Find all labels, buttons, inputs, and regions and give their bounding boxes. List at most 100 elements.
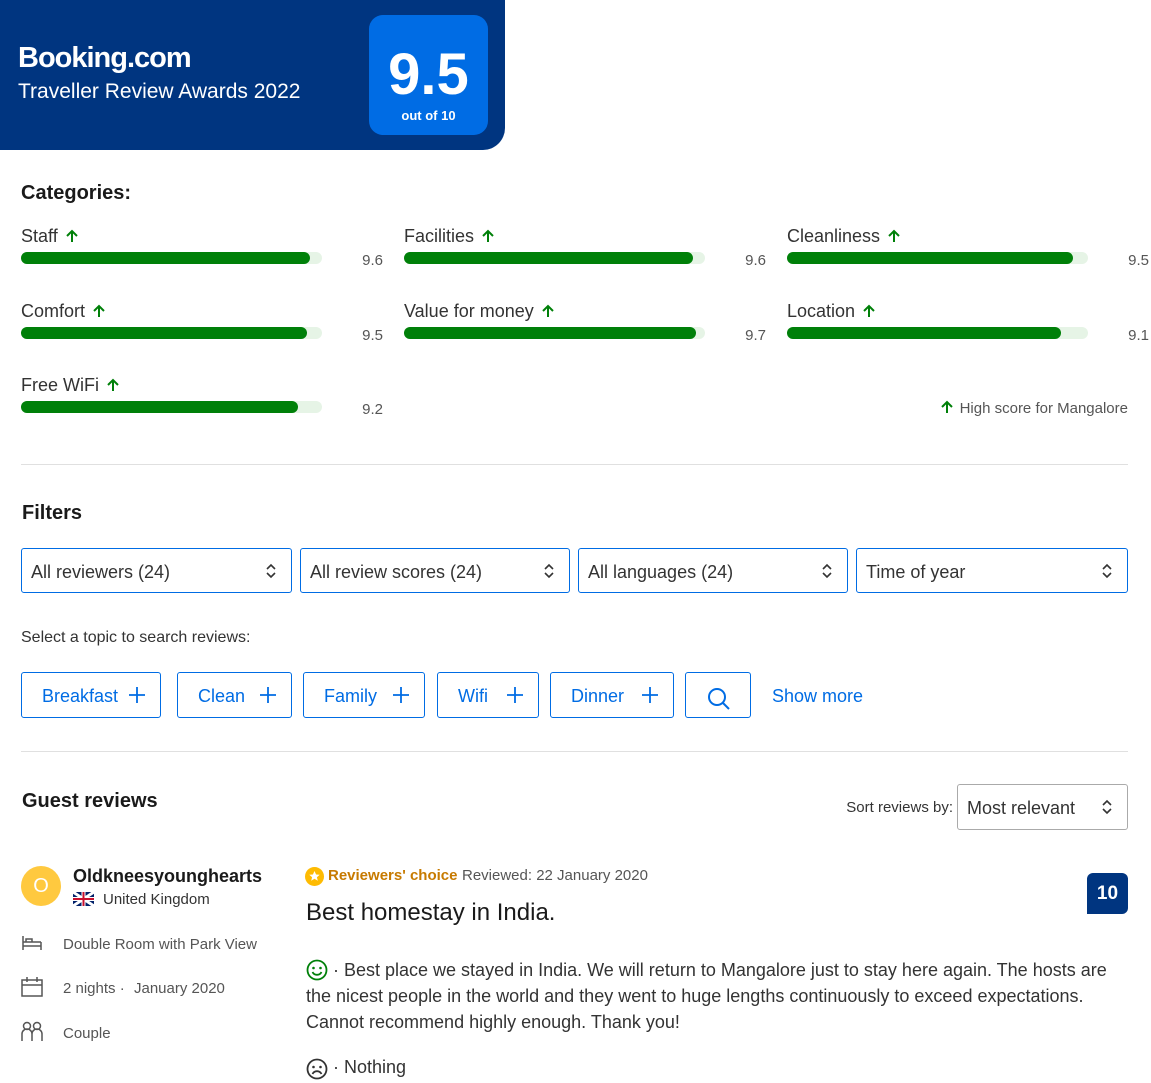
topic-button[interactable]: Family [303, 672, 425, 718]
track [21, 401, 322, 413]
category-name: Location [787, 300, 856, 321]
plus-icon [507, 687, 523, 703]
category-label: Staff [21, 226, 79, 247]
chevron-icon [1102, 563, 1112, 579]
stay-date: January 2020 [134, 980, 225, 997]
category-score: 9.5 [362, 326, 383, 344]
show-more[interactable]: Show more [772, 686, 864, 706]
category-name: Comfort [21, 300, 86, 321]
plus-icon [129, 687, 145, 703]
stay: 2 nights · [63, 980, 125, 997]
arrow-icon [542, 304, 554, 317]
note: High score for Mangalore [940, 400, 1128, 417]
category-label: Free WiFi [21, 375, 120, 396]
category-label: Value for money [404, 301, 555, 322]
reviews-title: Guest reviews [22, 790, 158, 812]
people-icon [21, 1021, 43, 1041]
categories-title: Categories: [21, 182, 132, 204]
filter-select[interactable]: All reviewers (24) [21, 548, 292, 593]
plus-icon [260, 687, 276, 703]
filter-text: All review scores (24) [310, 562, 483, 582]
filter-text: All languages (24) [588, 562, 734, 582]
score-box: 9.5 out of 10 [369, 15, 488, 135]
category-score: 9.6 [362, 252, 383, 269]
search-icon [708, 688, 730, 710]
reviewer-name: Oldkneesyounghearts [73, 866, 263, 886]
arrow-icon [940, 400, 953, 413]
chevron-icon [1102, 799, 1112, 815]
topic-button[interactable]: Clean [177, 672, 292, 718]
category-name: Value for money [404, 300, 534, 321]
filters-title: Filters [22, 502, 83, 524]
score-bar [21, 252, 310, 264]
category-label: Facilities [404, 226, 495, 247]
sort-value: Most relevant [967, 798, 1076, 818]
divider [21, 751, 1128, 752]
brand: Booking.com [18, 42, 192, 74]
topic-text: Dinner [571, 686, 625, 706]
filter-select[interactable]: All review scores (24) [300, 548, 570, 593]
chevron-icon [266, 563, 276, 579]
track [21, 326, 322, 339]
arrow-icon [107, 378, 119, 391]
frown-icon [306, 1058, 328, 1080]
topic-text: Family [324, 686, 377, 706]
track [787, 326, 1088, 339]
topic-button[interactable]: Breakfast [21, 672, 161, 718]
chevron-icon [544, 563, 554, 579]
score-bar [404, 326, 696, 339]
category-score: 9.2 [362, 401, 383, 418]
category-name: Free WiFi [21, 375, 99, 395]
category-label: Cleanliness [787, 226, 901, 247]
country: United Kingdom [103, 891, 210, 908]
category-score: 9.5 [1128, 252, 1149, 269]
topic-prompt: Select a topic to search reviews: [21, 629, 251, 646]
category-name: Facilities [404, 226, 475, 246]
score-bar [787, 252, 1073, 264]
track [21, 252, 322, 264]
track [404, 326, 705, 339]
arrow-icon [863, 304, 875, 317]
filter-select[interactable]: All languages (24) [578, 548, 848, 593]
scale: out of 10 [401, 108, 456, 123]
bed-icon [22, 936, 42, 950]
category-name: Staff [21, 226, 58, 246]
category-name: Cleanliness [787, 226, 881, 246]
calendar-icon [21, 977, 43, 997]
sort-label: Sort reviews by: [846, 799, 953, 816]
positive-text: · Best place we stayed in India. We will… [306, 960, 1107, 1032]
score-bar [21, 401, 298, 413]
chevron-icon [822, 563, 832, 579]
traveller: Couple [63, 1025, 111, 1042]
topic-button[interactable]: Wifi [437, 672, 539, 718]
reviewers-choice: Reviewers' choice [328, 867, 458, 884]
topic-text: Clean [198, 686, 246, 706]
arrow-icon [888, 229, 900, 242]
reviewed-date: Reviewed: 22 January 2020 [462, 867, 648, 884]
score-bar [787, 326, 1061, 339]
award: Traveller Review Awards 2022 [18, 80, 301, 103]
category-score: 9.7 [745, 326, 766, 344]
track [787, 252, 1088, 264]
category-score: 9.1 [1128, 326, 1149, 344]
review-score: 10 [1087, 873, 1128, 914]
avatar: O [21, 866, 61, 906]
sort-select[interactable]: Most relevant [957, 784, 1128, 830]
negative-text: · Nothing [333, 1057, 407, 1077]
category-label: Comfort [21, 301, 106, 322]
filter-text: All reviewers (24) [31, 562, 171, 582]
filter-text: Time of year [866, 562, 966, 582]
arrow-icon [482, 229, 494, 242]
arrow-icon [93, 304, 105, 317]
review-title: Best homestay in India. [306, 899, 556, 926]
topic-button[interactable]: Dinner [550, 672, 674, 718]
plus-icon [393, 687, 409, 703]
filter-select[interactable]: Time of year [856, 548, 1128, 593]
divider [21, 464, 1128, 465]
topic-text: Breakfast [42, 686, 119, 706]
score-bar [404, 252, 693, 264]
search-button[interactable] [685, 672, 751, 718]
award-badge: Booking.com Traveller Review Awards 2022… [0, 0, 505, 150]
score: 9.5 [388, 42, 469, 107]
